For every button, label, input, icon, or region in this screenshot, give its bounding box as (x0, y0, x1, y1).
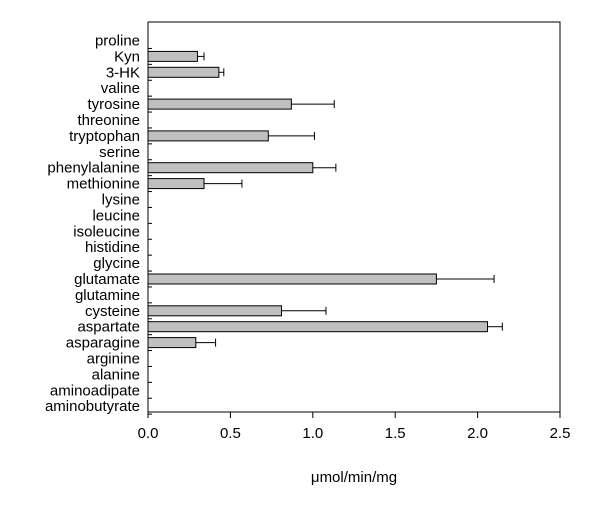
bar (147, 162, 314, 174)
category-label: tryptophan (69, 128, 140, 145)
category-label: aminoadipate (50, 382, 140, 399)
category-labels: prolineKyn3-HKvalinetyrosinethreoninetry… (45, 33, 152, 415)
bar (147, 321, 488, 333)
bar (147, 66, 220, 78)
bars (147, 50, 488, 349)
category-label: phenylalanine (47, 160, 140, 177)
bar (147, 178, 205, 190)
x-tick-label: 1.5 (385, 425, 406, 442)
category-label: isoleucine (73, 223, 140, 240)
bar (147, 130, 269, 142)
category-label: leucine (92, 207, 140, 224)
error-bars (195, 52, 503, 347)
x-axis-ticks: 0.0 0.5 1.0 1.5 2.0 2.5 (138, 412, 571, 442)
x-tick-label: 0.0 (138, 425, 159, 442)
category-label: aminobutyrate (45, 398, 140, 415)
bar (147, 273, 437, 285)
bar (147, 337, 197, 349)
category-label: 3-HK (106, 64, 140, 81)
bar (147, 305, 282, 317)
category-label: Kyn (114, 48, 140, 65)
category-label: glycine (93, 255, 140, 272)
category-label: aspartate (77, 319, 140, 336)
bar (147, 50, 198, 62)
category-label: arginine (87, 351, 140, 368)
category-label: glutamate (74, 271, 140, 288)
category-label: proline (95, 33, 140, 50)
x-tick-label: 2.5 (550, 425, 571, 442)
category-label: histidine (85, 239, 140, 256)
category-label: valine (101, 80, 140, 97)
x-axis-title: μmol/min/mg (311, 469, 397, 486)
x-tick-label: 1.0 (302, 425, 323, 442)
bar (147, 98, 292, 110)
category-label: methionine (67, 176, 140, 193)
category-label: cysteine (85, 303, 140, 320)
category-label: lysine (102, 192, 140, 209)
category-label: tyrosine (87, 96, 140, 113)
x-tick-label: 0.5 (220, 425, 241, 442)
plot-area (147, 21, 561, 413)
x-tick-label: 2.0 (467, 425, 488, 442)
category-label: threonine (77, 112, 140, 129)
category-label: alanine (92, 366, 140, 383)
category-label: glutamine (75, 287, 140, 304)
category-label: asparagine (66, 335, 140, 352)
category-label: serine (99, 144, 140, 161)
